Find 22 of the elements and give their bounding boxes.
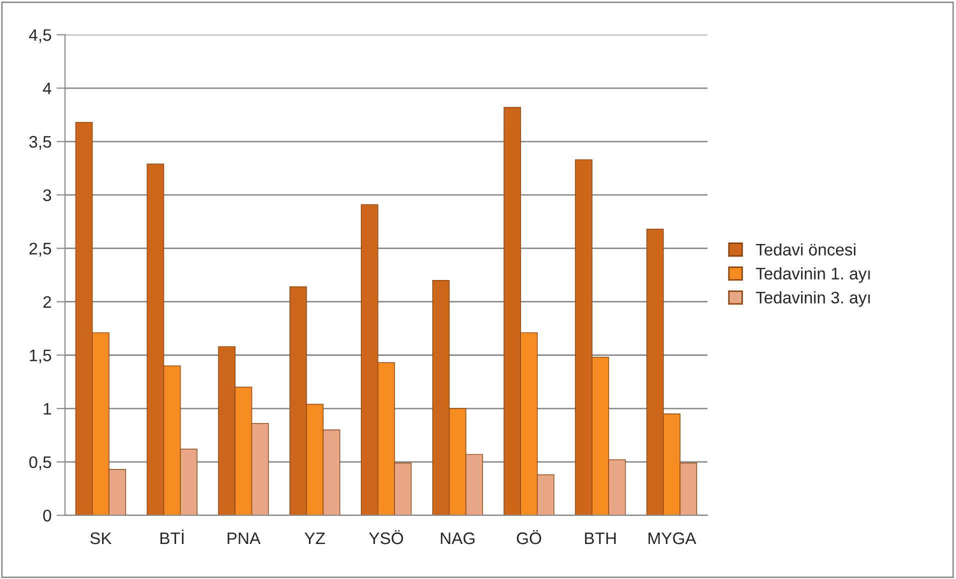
y-tick-label: 0 <box>43 510 52 522</box>
legend-label: Tedavinin 1. ayı <box>756 267 870 283</box>
x-tick-label: GÖ <box>516 530 542 544</box>
x-tick-label: YZ <box>304 532 325 544</box>
legend-label: Tedavinin 3. ayı <box>756 291 870 307</box>
y-tick-label: 4,5 <box>29 29 52 43</box>
x-tick-label: YSÖ <box>368 530 404 544</box>
y-tick-label: 2,5 <box>29 242 52 256</box>
y-tick-label: 3 <box>43 189 52 202</box>
y-tick-label: 0,5 <box>29 456 52 470</box>
x-tick-label: BTH <box>585 532 616 544</box>
x-tick-label: SK <box>90 532 112 544</box>
x-tick-label: PNA <box>228 532 261 544</box>
y-tick-label: 3,5 <box>29 136 52 150</box>
y-tick-label: 1,5 <box>30 350 52 364</box>
legend-label: Tedavi öncesi <box>756 243 856 256</box>
y-tick-label: 1 <box>44 403 51 415</box>
y-tick-label: 2 <box>43 296 51 308</box>
x-tick-label: BTİ <box>160 530 184 544</box>
y-tick-label: 4 <box>42 82 52 94</box>
x-tick-label: MYGA <box>648 532 696 544</box>
x-tick-label: NAG <box>440 532 474 544</box>
